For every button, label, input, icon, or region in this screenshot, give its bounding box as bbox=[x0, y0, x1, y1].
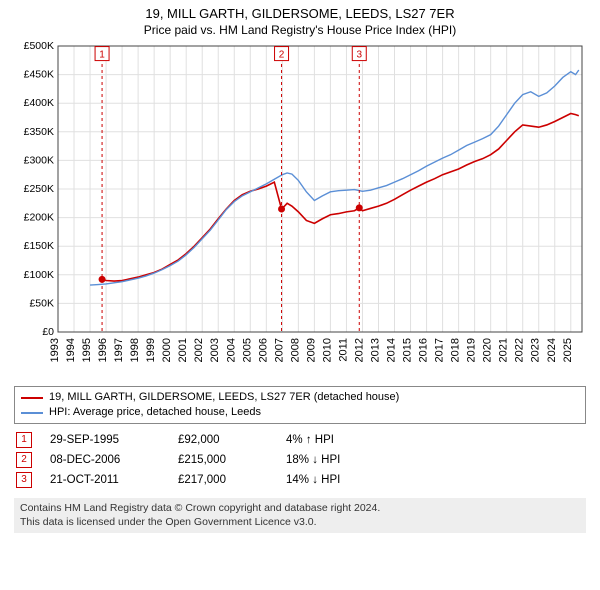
legend-label-1: 19, MILL GARTH, GILDERSOME, LEEDS, LS27 … bbox=[49, 390, 399, 405]
svg-text:2024: 2024 bbox=[546, 338, 558, 362]
svg-text:1995: 1995 bbox=[81, 338, 93, 362]
legend-swatch-1 bbox=[21, 397, 43, 399]
legend-label-2: HPI: Average price, detached house, Leed… bbox=[49, 405, 261, 420]
svg-text:2: 2 bbox=[279, 50, 285, 61]
svg-text:£100K: £100K bbox=[24, 269, 54, 281]
event-date: 08-DEC-2006 bbox=[50, 454, 160, 466]
attribution-line: Contains HM Land Registry data © Crown c… bbox=[20, 502, 580, 516]
svg-text:£400K: £400K bbox=[24, 98, 54, 110]
attribution: Contains HM Land Registry data © Crown c… bbox=[14, 498, 586, 533]
svg-text:2005: 2005 bbox=[241, 338, 253, 362]
svg-text:1: 1 bbox=[99, 50, 105, 61]
svg-text:2014: 2014 bbox=[386, 338, 398, 362]
svg-text:2016: 2016 bbox=[418, 338, 430, 362]
events-table: 1 29-SEP-1995 £92,000 4% ↑ HPI 2 08-DEC-… bbox=[14, 430, 586, 490]
event-price: £217,000 bbox=[178, 474, 268, 486]
svg-text:1999: 1999 bbox=[145, 338, 157, 362]
svg-text:1993: 1993 bbox=[49, 338, 61, 362]
svg-text:3: 3 bbox=[356, 50, 362, 61]
svg-text:2011: 2011 bbox=[337, 338, 349, 362]
svg-text:2017: 2017 bbox=[434, 338, 446, 362]
legend-swatch-2 bbox=[21, 412, 43, 414]
legend: 19, MILL GARTH, GILDERSOME, LEEDS, LS27 … bbox=[14, 386, 586, 424]
svg-text:£450K: £450K bbox=[24, 69, 54, 81]
svg-text:2023: 2023 bbox=[530, 338, 542, 362]
event-date: 29-SEP-1995 bbox=[50, 434, 160, 446]
svg-text:1994: 1994 bbox=[65, 338, 77, 362]
event-diff: 14% ↓ HPI bbox=[286, 474, 340, 486]
event-date: 21-OCT-2011 bbox=[50, 474, 160, 486]
event-row: 2 08-DEC-2006 £215,000 18% ↓ HPI bbox=[14, 450, 586, 470]
event-diff: 4% ↑ HPI bbox=[286, 434, 334, 446]
svg-text:2009: 2009 bbox=[305, 338, 317, 362]
svg-text:1997: 1997 bbox=[113, 338, 125, 362]
event-diff: 18% ↓ HPI bbox=[286, 454, 340, 466]
svg-text:1998: 1998 bbox=[129, 338, 141, 362]
chart-container: £0 £50K £100K £150K £200K £250K £300K £350K £400… bbox=[10, 40, 590, 380]
event-price: £215,000 bbox=[178, 454, 268, 466]
legend-row: 19, MILL GARTH, GILDERSOME, LEEDS, LS27 … bbox=[21, 390, 579, 405]
svg-text:2013: 2013 bbox=[369, 338, 381, 362]
svg-text:£300K: £300K bbox=[24, 155, 54, 167]
svg-text:£250K: £250K bbox=[24, 183, 54, 195]
svg-text:£150K: £150K bbox=[24, 241, 54, 253]
event-price: £92,000 bbox=[178, 434, 268, 446]
svg-text:2008: 2008 bbox=[289, 338, 301, 362]
svg-text:2003: 2003 bbox=[209, 338, 221, 362]
svg-text:2006: 2006 bbox=[257, 338, 269, 362]
svg-text:2022: 2022 bbox=[514, 338, 526, 362]
event-row: 1 29-SEP-1995 £92,000 4% ↑ HPI bbox=[14, 430, 586, 450]
price-chart: £0 £50K £100K £150K £200K £250K £300K £350K £400… bbox=[10, 40, 590, 380]
event-marker-3: 3 bbox=[16, 472, 32, 488]
svg-text:£0: £0 bbox=[42, 326, 54, 338]
svg-text:2007: 2007 bbox=[273, 338, 285, 362]
svg-text:2021: 2021 bbox=[498, 338, 510, 362]
svg-text:£350K: £350K bbox=[24, 126, 54, 138]
event-row: 3 21-OCT-2011 £217,000 14% ↓ HPI bbox=[14, 470, 586, 490]
attribution-line: This data is licensed under the Open Gov… bbox=[20, 516, 580, 530]
svg-text:2002: 2002 bbox=[193, 338, 205, 362]
svg-text:2019: 2019 bbox=[466, 338, 478, 362]
svg-text:2001: 2001 bbox=[177, 338, 189, 362]
svg-text:2010: 2010 bbox=[321, 338, 333, 362]
svg-text:2000: 2000 bbox=[161, 338, 173, 362]
legend-row: HPI: Average price, detached house, Leed… bbox=[21, 405, 579, 420]
svg-text:1996: 1996 bbox=[97, 338, 109, 362]
svg-text:£50K: £50K bbox=[29, 298, 54, 310]
svg-text:£500K: £500K bbox=[24, 40, 54, 52]
event-marker-1: 1 bbox=[16, 432, 32, 448]
svg-text:2025: 2025 bbox=[562, 338, 574, 362]
chart-title: 19, MILL GARTH, GILDERSOME, LEEDS, LS27 … bbox=[10, 6, 590, 23]
chart-subtitle: Price paid vs. HM Land Registry's House … bbox=[10, 23, 590, 39]
svg-text:2018: 2018 bbox=[450, 338, 462, 362]
svg-text:2012: 2012 bbox=[353, 338, 365, 362]
svg-text:2020: 2020 bbox=[482, 338, 494, 362]
svg-text:2015: 2015 bbox=[402, 338, 414, 362]
event-marker-2: 2 bbox=[16, 452, 32, 468]
svg-text:2004: 2004 bbox=[225, 338, 237, 362]
svg-text:£200K: £200K bbox=[24, 212, 54, 224]
